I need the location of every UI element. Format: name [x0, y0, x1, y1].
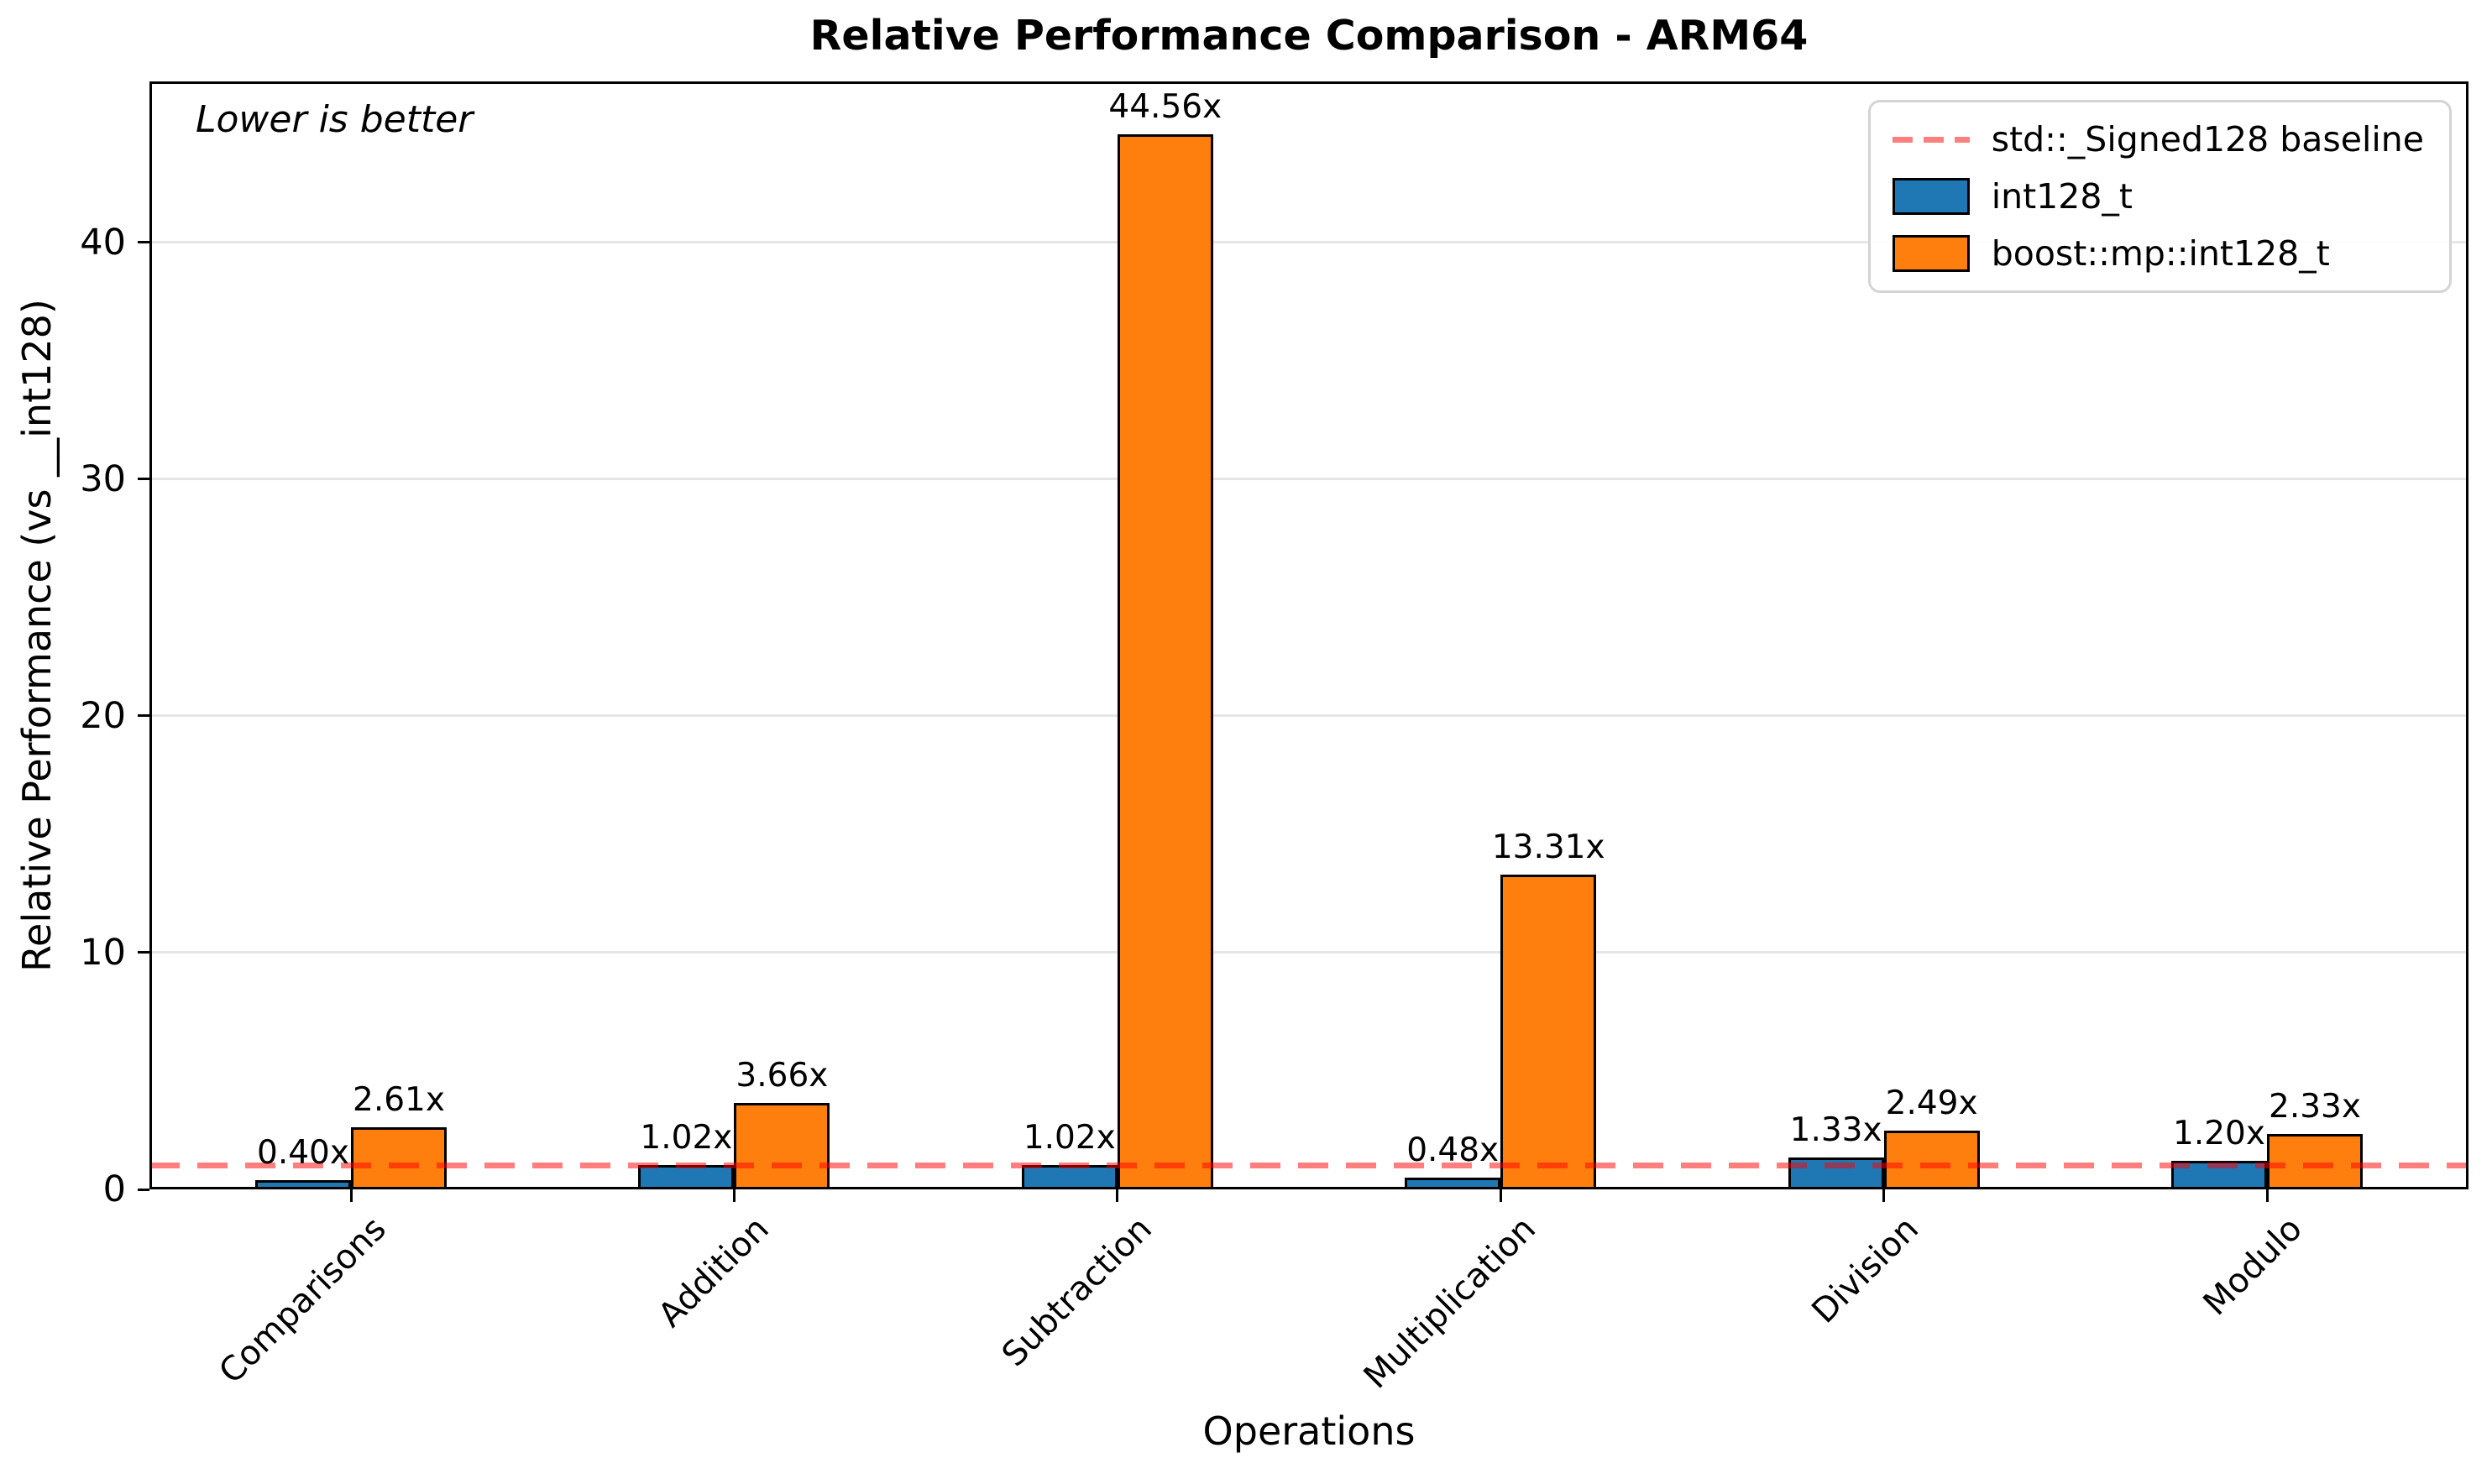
y-tick-label: 30: [80, 457, 126, 500]
bar-value-label: 0.40x: [257, 1133, 349, 1172]
bar-value-label: 3.66x: [736, 1056, 829, 1095]
x-tick-mark: [2265, 1189, 2269, 1202]
x-tick-label-text: Modulo: [2196, 1210, 2310, 1324]
bar-int128-t-multiplication: [1405, 1178, 1501, 1189]
x-tick-label-text: Multiplication: [1356, 1210, 1543, 1397]
x-tick-mark: [1882, 1189, 1886, 1202]
legend-label: int128_t: [1991, 176, 2133, 217]
y-tick-mark: [138, 714, 149, 718]
baseline-line: [149, 1163, 2468, 1169]
y-tick-label: 10: [80, 931, 126, 974]
y-tick-mark: [138, 478, 149, 481]
x-tick-label-text: Division: [1804, 1210, 1927, 1331]
bar-value-label: 2.49x: [1885, 1084, 1978, 1122]
y-tick-mark: [138, 241, 149, 244]
bar-value-label: 1.20x: [2173, 1115, 2265, 1153]
x-tick-mark: [349, 1189, 353, 1202]
bar-value-label: 1.02x: [640, 1119, 733, 1157]
bar-boost-mp-int128-t-division: [1883, 1130, 1980, 1189]
bar-int128-t-comparisons: [255, 1179, 351, 1189]
x-tick-label-text: Addition: [651, 1210, 777, 1335]
bar-boost-mp-int128-t-subtraction: [1117, 134, 1213, 1189]
x-tick-mark: [1499, 1189, 1502, 1202]
bar-int128-t-subtraction: [1021, 1165, 1118, 1189]
bar-int128-t-addition: [638, 1165, 735, 1189]
annotation-lower-is-better: Lower is better: [196, 98, 474, 141]
bar-boost-mp-int128-t-multiplication: [1500, 874, 1597, 1189]
bar-value-label: 13.31x: [1491, 828, 1605, 866]
y-axis-label: Relative Performance (vs __int128): [14, 299, 60, 972]
gridline: [149, 951, 2468, 954]
x-tick-mark: [732, 1189, 736, 1202]
gridline: [149, 478, 2468, 481]
bar-value-label: 2.33x: [2269, 1088, 2361, 1126]
y-tick-mark: [138, 1188, 149, 1191]
legend-item-boost-mp-int128-t: boost::mp::int128_t: [1892, 230, 2424, 277]
x-tick-mark: [1116, 1189, 1119, 1202]
legend-item-int128-t: int128_t: [1892, 173, 2424, 220]
y-tick-mark: [138, 951, 149, 954]
y-tick-label: 0: [102, 1168, 126, 1210]
y-tick-label: 20: [80, 694, 126, 737]
legend-label: boost::mp::int128_t: [1991, 233, 2330, 274]
bar-value-label: 2.61x: [353, 1081, 445, 1120]
gridline: [149, 241, 2468, 244]
chart-title: Relative Performance Comparison - ARM64: [809, 12, 1809, 60]
x-axis-label: Operations: [1202, 1408, 1416, 1454]
bar-value-label: 1.33x: [1789, 1111, 1882, 1150]
legend-color-swatch-boost-mp-int128-t: [1892, 235, 1970, 272]
bar-value-label: 1.02x: [1023, 1119, 1116, 1157]
plot-area: Lower is better std::_Signed128 baseline…: [80, 81, 2468, 1396]
x-tick-label-text: Comparisons: [211, 1210, 394, 1392]
x-tick-label-text: Subtraction: [995, 1210, 1160, 1375]
legend-color-swatch-int128-t: [1892, 178, 1970, 215]
legend-dashed-line-swatch: [1892, 136, 1970, 143]
bar-value-label: 44.56x: [1108, 88, 1222, 127]
gridline: [149, 714, 2468, 718]
bar-value-label: 0.48x: [1406, 1131, 1500, 1170]
y-tick-label: 40: [80, 221, 126, 264]
legend-item-baseline: std::_Signed128 baseline: [1892, 116, 2424, 163]
legend-label: std::_Signed128 baseline: [1991, 119, 2424, 159]
